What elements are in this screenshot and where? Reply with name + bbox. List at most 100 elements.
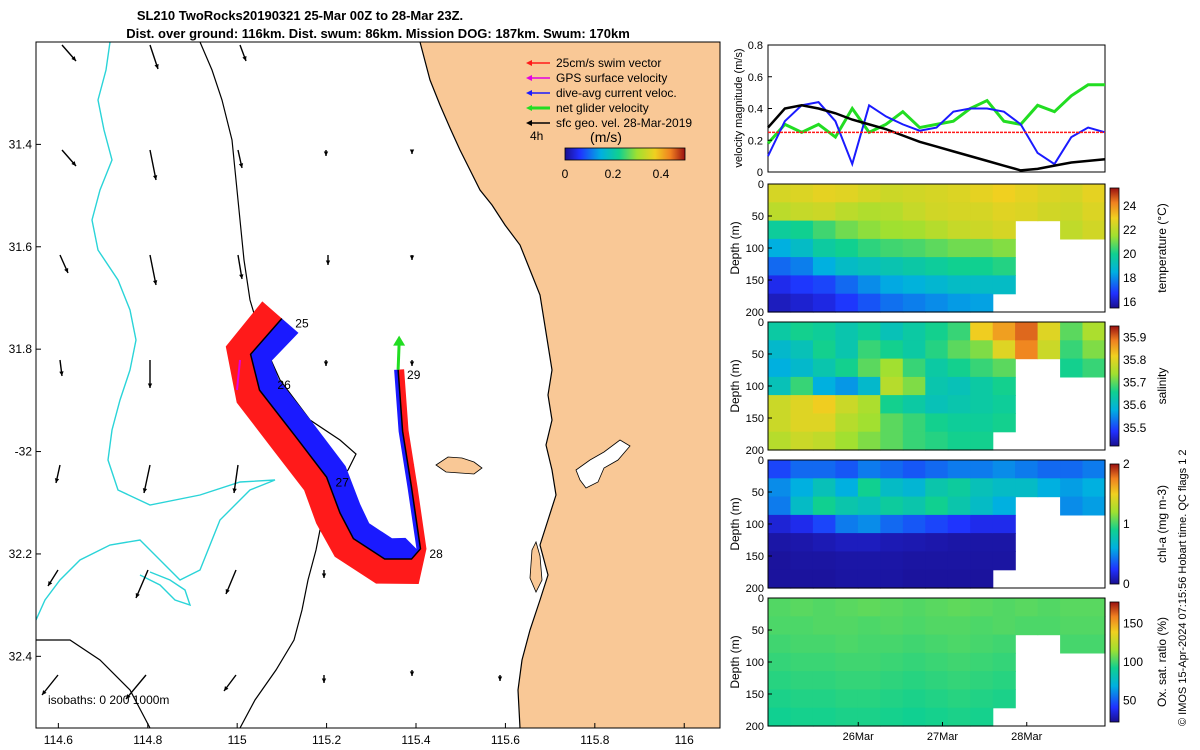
section-cell (790, 275, 814, 295)
section-cell (947, 238, 971, 258)
section-cell (812, 413, 836, 433)
section-cell (925, 322, 949, 341)
map-x-tick-label: 114.6 (44, 733, 73, 747)
section-y-tick-label: 100 (746, 243, 764, 255)
section-y-tick-label: 200 (746, 307, 764, 319)
section-y-tick-label: 100 (746, 519, 764, 531)
section-cell (902, 533, 926, 552)
section-cell (835, 707, 859, 727)
section-cell (1015, 322, 1039, 341)
section-cell (1037, 478, 1061, 498)
section-cell (835, 634, 859, 654)
colorbar-corner-label: 4h (530, 129, 543, 143)
section-cell (835, 689, 859, 709)
section-cell (970, 460, 994, 479)
island-garden (529, 540, 543, 593)
day-label: 29 (407, 368, 421, 382)
section-y-tick-label: 200 (746, 583, 764, 595)
section-colorbar-label: salinity (1155, 368, 1169, 405)
section-cell (857, 358, 881, 378)
section-cell (880, 395, 904, 414)
map-x-ticks: 114.6 114.8 115 115.2 115.4 115.6 115.8 116 (44, 723, 694, 747)
section-cell (1060, 496, 1084, 516)
section-cell (925, 634, 949, 654)
day-labels: 25 26 27 28 29 (277, 317, 443, 561)
current-arrow-head (497, 676, 503, 681)
section-cell (790, 707, 814, 727)
section-cell (992, 533, 1016, 552)
section-cell (1060, 184, 1084, 203)
section-cell (880, 514, 904, 534)
section-cell (768, 533, 792, 552)
section-cell (790, 238, 814, 258)
section-cell (790, 376, 814, 396)
section-cell (1060, 616, 1084, 636)
section-cell (857, 598, 881, 617)
section-cell (970, 598, 994, 617)
section-x-tick-label: 26Mar (843, 731, 875, 743)
section-cell (812, 707, 836, 727)
section-cell (992, 184, 1016, 203)
section-cell (992, 460, 1016, 479)
section-cell (768, 413, 792, 433)
section-cell (947, 322, 971, 341)
section-cell (1082, 598, 1106, 617)
section-cell (1082, 322, 1106, 341)
section-cell (812, 569, 836, 589)
section-cell (902, 569, 926, 589)
section-cell (768, 634, 792, 654)
section-cell (925, 293, 949, 313)
section-cell (992, 340, 1016, 360)
section-cell (790, 413, 814, 433)
section-cell (925, 616, 949, 636)
section-cell (902, 689, 926, 709)
section-colorbar-tick: 150 (1123, 617, 1143, 631)
section-cell (925, 514, 949, 534)
velocity-y-tick-label: 0.4 (748, 104, 763, 116)
section-cell (902, 460, 926, 479)
section-cell (812, 551, 836, 571)
section-cell (790, 395, 814, 414)
section-cell (947, 652, 971, 672)
section-cell (992, 652, 1016, 672)
section-cell (1037, 616, 1061, 636)
section-cell (857, 340, 881, 360)
section-cell (902, 413, 926, 433)
current-arrow-head (321, 573, 327, 578)
section-cell (790, 220, 814, 240)
section-cell (947, 220, 971, 240)
current-arrow (149, 149, 157, 181)
velocity-series-line (767, 104, 1106, 172)
legend-swatch-head (526, 90, 532, 96)
section-cell (790, 431, 814, 451)
map-colorbar-tick: 0.4 (653, 167, 670, 181)
current-arrow-head (409, 255, 415, 260)
section-cell (902, 634, 926, 654)
section-cell (880, 533, 904, 552)
section-cell (768, 238, 792, 258)
map-y-tick-label: 32.4 (9, 649, 33, 663)
section-cell (970, 376, 994, 396)
section-cell (947, 184, 971, 203)
section-cell (970, 514, 994, 534)
section-cell (1015, 340, 1039, 360)
section-cell (1060, 478, 1084, 498)
section-cell (812, 220, 836, 240)
section-colorbar-label: chl-a (mg m-3) (1155, 485, 1169, 563)
section-cell (970, 202, 994, 222)
section-cell (1082, 358, 1106, 378)
section-cell (790, 184, 814, 203)
section-cell (992, 478, 1016, 498)
legend-item: 25cm/s swim vector (556, 56, 661, 70)
current-arrow-head (71, 56, 76, 61)
velocity-y-tick-label: 0.6 (748, 72, 763, 84)
section-cell (902, 376, 926, 396)
section-cell (835, 431, 859, 451)
section-cell (992, 496, 1016, 516)
section-cell (970, 616, 994, 636)
section-cell (947, 275, 971, 295)
section-cell (925, 598, 949, 617)
section-cell (790, 202, 814, 222)
section-cell (970, 689, 994, 709)
section-cell (857, 496, 881, 516)
